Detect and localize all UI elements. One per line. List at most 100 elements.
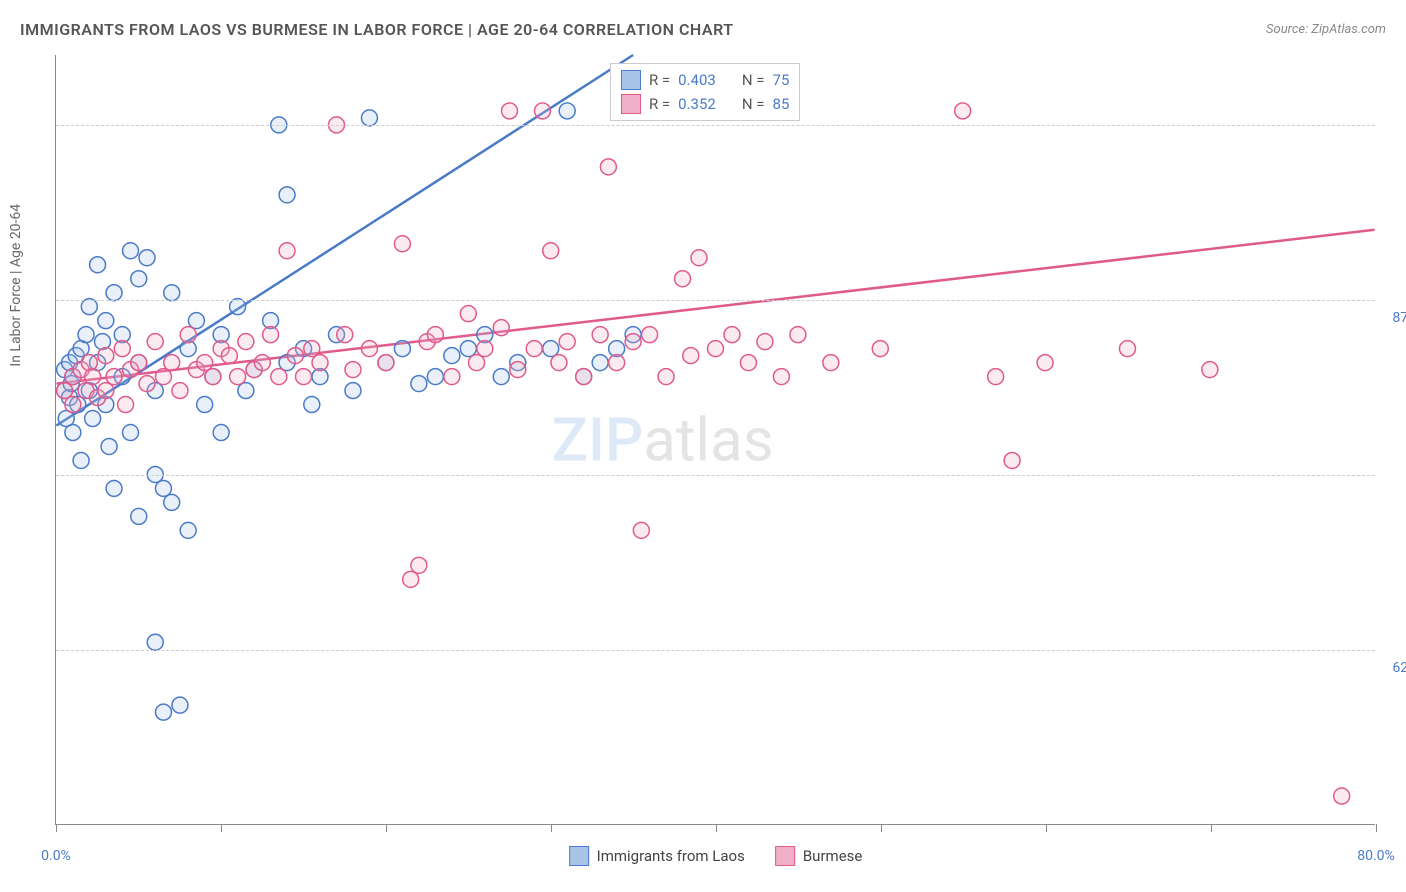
point-burmese	[625, 334, 641, 350]
point-laos	[131, 271, 147, 287]
point-burmese	[510, 362, 526, 378]
point-burmese	[988, 369, 1004, 385]
point-burmese	[502, 103, 518, 119]
point-burmese	[403, 571, 419, 587]
point-burmese	[221, 348, 237, 364]
point-burmese	[872, 341, 888, 357]
point-burmese	[773, 369, 789, 385]
point-laos	[65, 425, 81, 441]
chart-title: IMMIGRANTS FROM LAOS VS BURMESE IN LABOR…	[20, 20, 734, 39]
point-burmese	[600, 159, 616, 175]
point-burmese	[642, 327, 658, 343]
point-burmese	[592, 327, 608, 343]
point-laos	[155, 480, 171, 496]
point-laos	[131, 508, 147, 524]
point-burmese	[238, 334, 254, 350]
grid-line	[56, 475, 1375, 476]
source-label: Source: ZipAtlas.com	[1266, 22, 1386, 37]
point-laos	[155, 704, 171, 720]
legend-r-label: R =	[649, 71, 670, 89]
point-burmese	[296, 369, 312, 385]
point-laos	[394, 341, 410, 357]
point-burmese	[411, 557, 427, 573]
legend-bottom-item: Burmese	[775, 846, 863, 866]
point-burmese	[205, 369, 221, 385]
point-laos	[238, 383, 254, 399]
grid-line	[56, 125, 1375, 126]
plot-svg	[56, 55, 1375, 824]
x-tick	[1376, 824, 1377, 832]
legend-n-value: 85	[773, 95, 790, 113]
point-laos	[81, 299, 97, 315]
point-burmese	[427, 327, 443, 343]
point-laos	[164, 494, 180, 510]
point-laos	[197, 397, 213, 413]
y-tick-label: 87.5%	[1380, 310, 1406, 326]
point-burmese	[230, 369, 246, 385]
point-burmese	[740, 355, 756, 371]
point-laos	[188, 313, 204, 329]
point-laos	[123, 243, 139, 259]
point-burmese	[263, 327, 279, 343]
point-burmese	[658, 369, 674, 385]
point-laos	[279, 187, 295, 203]
point-laos	[73, 452, 89, 468]
legend-n-label: N =	[742, 71, 765, 89]
point-burmese	[279, 243, 295, 259]
point-burmese	[139, 376, 155, 392]
x-tick	[386, 824, 387, 832]
legend-swatch	[569, 846, 589, 866]
y-tick-label: 62.5%	[1380, 660, 1406, 676]
point-burmese	[337, 327, 353, 343]
point-burmese	[1202, 362, 1218, 378]
point-burmese	[790, 327, 806, 343]
x-tick	[881, 824, 882, 832]
point-burmese	[271, 369, 287, 385]
point-burmese	[361, 341, 377, 357]
point-burmese	[106, 369, 122, 385]
point-burmese	[114, 341, 130, 357]
legend-n-label: N =	[742, 95, 765, 113]
title-bar: IMMIGRANTS FROM LAOS VS BURMESE IN LABOR…	[20, 20, 1386, 39]
legend-n-value: 75	[773, 71, 790, 89]
point-laos	[444, 348, 460, 364]
point-burmese	[345, 362, 361, 378]
point-burmese	[633, 522, 649, 538]
point-laos	[106, 285, 122, 301]
point-burmese	[98, 348, 114, 364]
point-laos	[543, 341, 559, 357]
point-burmese	[609, 355, 625, 371]
legend-top: R = 0.403 N = 75R = 0.352 N = 85	[610, 63, 800, 121]
legend-bottom-label: Burmese	[803, 847, 863, 865]
point-burmese	[543, 243, 559, 259]
point-burmese	[683, 348, 699, 364]
legend-r-value: 0.352	[678, 95, 716, 113]
point-burmese	[724, 327, 740, 343]
point-laos	[78, 327, 94, 343]
legend-swatch	[621, 70, 641, 90]
point-burmese	[172, 383, 188, 399]
legend-bottom-item: Immigrants from Laos	[569, 846, 745, 866]
point-laos	[427, 369, 443, 385]
x-tick-label: 80.0%	[1357, 848, 1395, 864]
point-laos	[164, 285, 180, 301]
point-laos	[139, 250, 155, 266]
grid-line	[56, 650, 1375, 651]
point-burmese	[65, 397, 81, 413]
point-laos	[90, 257, 106, 273]
legend-top-row: R = 0.403 N = 75	[621, 68, 789, 92]
point-burmese	[254, 355, 270, 371]
point-burmese	[131, 355, 147, 371]
point-burmese	[576, 369, 592, 385]
point-burmese	[526, 341, 542, 357]
point-burmese	[493, 320, 509, 336]
point-burmese	[675, 271, 691, 287]
point-burmese	[708, 341, 724, 357]
point-laos	[123, 425, 139, 441]
legend-r-value: 0.403	[678, 71, 716, 89]
point-burmese	[57, 383, 73, 399]
point-burmese	[180, 327, 196, 343]
legend-swatch	[621, 94, 641, 114]
legend-swatch	[775, 846, 795, 866]
point-laos	[213, 425, 229, 441]
